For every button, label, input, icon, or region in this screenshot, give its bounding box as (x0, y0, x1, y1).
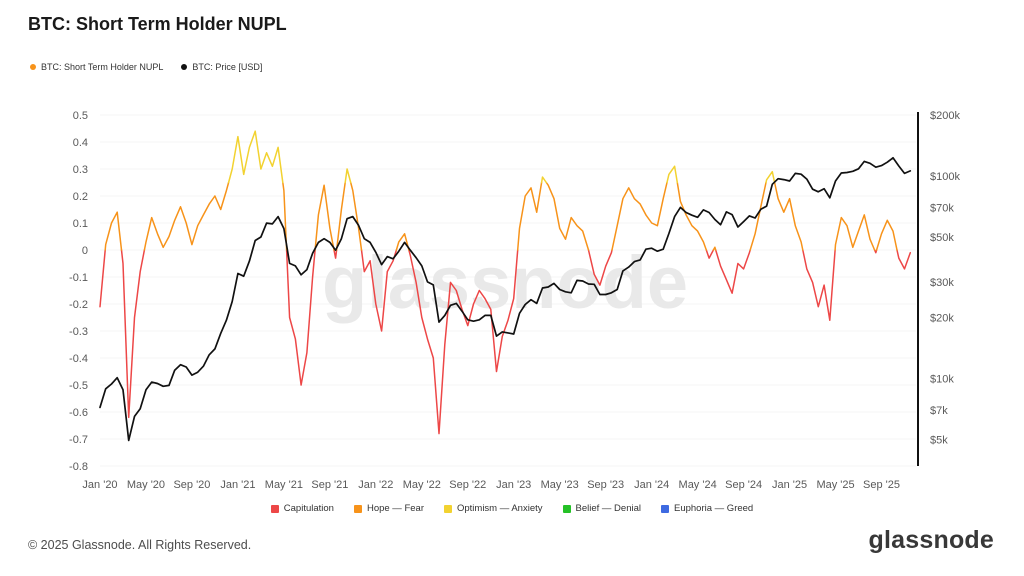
left-axis-tick: -0.8 (69, 461, 88, 473)
right-axis-tick: $70k (930, 202, 954, 214)
legend-item[interactable]: Euphoria — Greed (661, 503, 753, 514)
x-axis-tick: Sep '23 (587, 479, 624, 491)
page-title: BTC: Short Term Holder NUPL (28, 14, 287, 34)
x-axis-tick: Jan '20 (82, 479, 117, 491)
legend-swatch (30, 64, 36, 70)
copyright-text: © 2025 Glassnode. All Rights Reserved. (28, 538, 252, 552)
left-axis-tick: 0.3 (73, 164, 88, 176)
x-axis-tick: May '21 (265, 479, 303, 491)
legend-label: Optimism — Anxiety (456, 503, 543, 514)
legend-swatch (353, 504, 362, 513)
left-axis-tick: -0.1 (69, 272, 88, 284)
legend-label: Hope — Fear (366, 503, 424, 514)
legend-item[interactable]: Hope — Fear (353, 503, 424, 514)
x-axis-tick: Jan '22 (358, 479, 393, 491)
right-axis-tick: $20k (930, 313, 954, 325)
nupl-line-capitulation (99, 249, 912, 435)
x-axis-tick: Sep '21 (311, 479, 348, 491)
x-axis-tick: May '24 (679, 479, 717, 491)
legend-swatch (443, 504, 452, 513)
legend-swatch (562, 504, 571, 513)
left-axis-tick: -0.2 (69, 299, 88, 311)
x-axis-tick: Jan '24 (634, 479, 669, 491)
x-axis-tick: Sep '24 (725, 479, 762, 491)
x-axis-tick: Sep '25 (863, 479, 900, 491)
left-axis-tick: 0.1 (73, 218, 88, 230)
left-axis-tick: -0.4 (69, 353, 88, 365)
x-axis-tick: May '20 (127, 479, 165, 491)
left-axis-tick: 0.5 (73, 110, 88, 122)
legend-swatch (270, 504, 279, 513)
right-axis-tick: $10k (930, 374, 954, 386)
nupl-line-hope-fear (104, 181, 898, 251)
left-axis-tick: -0.3 (69, 326, 88, 338)
nupl-line-optimism-anxiety (227, 130, 776, 184)
price-line (99, 156, 912, 442)
right-axis-tick: $50k (930, 232, 954, 244)
legend-item[interactable]: Belief — Denial (562, 503, 641, 514)
right-axis-tick: $5k (930, 435, 948, 447)
right-axis-tick: $7k (930, 405, 948, 417)
legend-swatch (181, 64, 188, 70)
left-axis-tick: 0.2 (73, 191, 88, 203)
left-axis-tick: -0.5 (69, 380, 88, 392)
x-axis-tick: Sep '20 (173, 479, 210, 491)
legend-item[interactable]: Capitulation (270, 503, 334, 514)
x-axis-tick: Jan '23 (496, 479, 531, 491)
x-axis-tick: May '23 (541, 479, 579, 491)
legend-label: Capitulation (283, 503, 334, 514)
left-axis-tick: -0.7 (69, 434, 88, 446)
legend-label: BTC: Price [USD] (192, 62, 263, 72)
legend-item[interactable]: BTC: Short Term Holder NUPL (30, 62, 163, 72)
x-axis-tick: Jan '25 (772, 479, 807, 491)
x-axis-tick: May '25 (816, 479, 854, 491)
right-axis-tick: $200k (930, 110, 960, 122)
legend-label: BTC: Short Term Holder NUPL (41, 62, 164, 72)
series-legend: BTC: Short Term Holder NUPL BTC: Price [U… (30, 62, 262, 72)
legend-item[interactable]: Optimism — Anxiety (443, 503, 543, 514)
glassnode-wordmark: glassnode (868, 526, 994, 554)
x-axis-tick: Sep '22 (449, 479, 486, 491)
x-axis-tick: May '22 (403, 479, 441, 491)
legend-item[interactable]: BTC: Price [USD] (181, 62, 262, 72)
left-axis-tick: 0 (82, 245, 88, 257)
right-axis-tick: $30k (930, 277, 954, 289)
legend-label: Euphoria — Greed (674, 503, 754, 514)
left-axis-tick: 0.4 (73, 137, 88, 149)
band-legend: Capitulation Hope — Fear Optimism — Anxiet… (0, 503, 1024, 514)
right-axis-tick: $100k (930, 171, 960, 183)
left-axis-tick: -0.6 (69, 407, 88, 419)
x-axis-tick: Jan '21 (220, 479, 255, 491)
legend-label: Belief — Denial (575, 503, 641, 514)
legend-swatch (661, 504, 669, 513)
